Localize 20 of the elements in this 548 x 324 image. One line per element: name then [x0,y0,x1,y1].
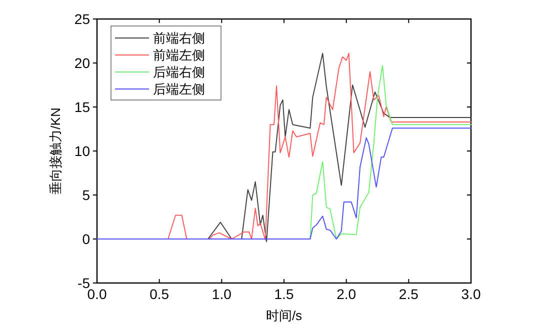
legend-label: 后端右侧 [153,64,205,80]
y-tick-label: 5 [82,186,90,203]
y-tick-label: 10 [74,142,90,159]
y-axis-title: 垂向接触力/KN [48,108,63,194]
x-tick-label: 2.5 [398,286,419,302]
legend-label: 前端左侧 [153,48,205,63]
line-series [96,128,472,240]
y-tick-label: 20 [74,54,90,71]
y-tick-label: 15 [74,98,90,115]
legend-label: 前端右侧 [153,30,205,46]
y-tick-label: 25 [74,10,90,27]
x-tick-label: 1.0 [212,286,232,302]
legend-label: 后端左侧 [153,82,205,97]
x-tick-label: 2.0 [336,286,356,302]
y-tick-label: -5 [78,274,90,291]
x-tick-label: 1.5 [274,286,294,302]
y-tick-label: 0 [82,230,90,247]
x-tick-label: 3.0 [461,286,481,302]
x-axis-title: 时间/s [266,308,303,323]
x-tick-label: 0.5 [150,286,170,302]
